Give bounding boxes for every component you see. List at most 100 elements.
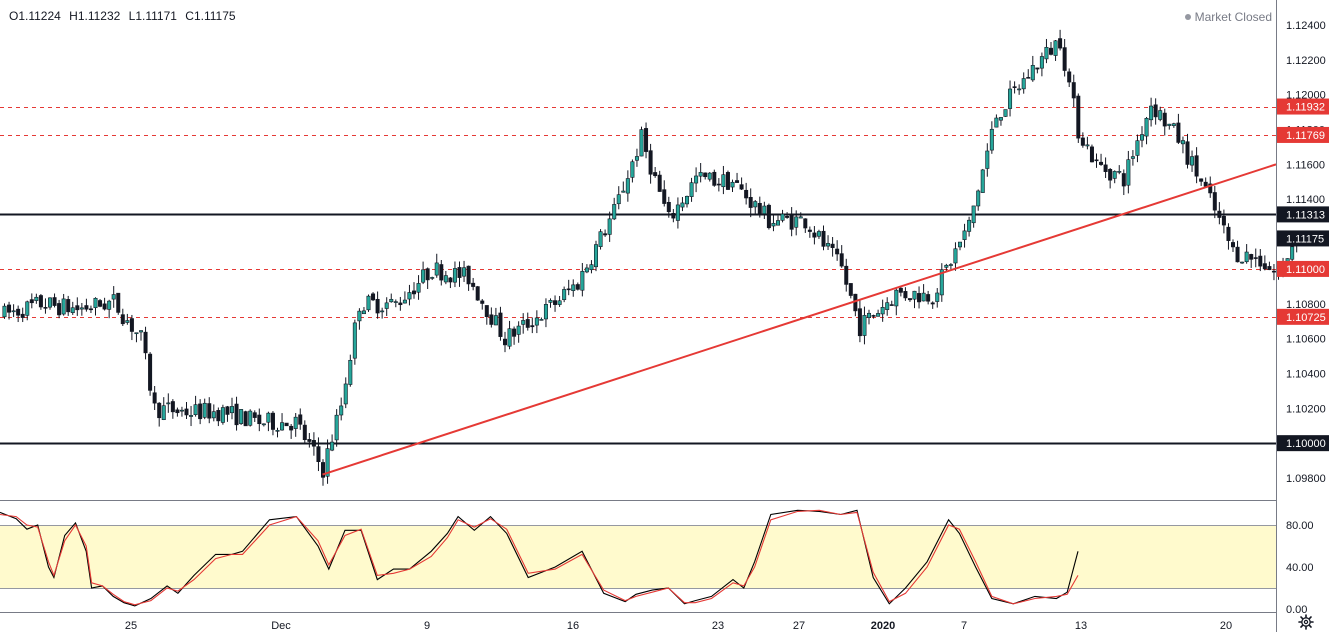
candle-body [562,289,567,301]
candle [680,197,685,212]
candle [657,170,662,192]
candle-body [1053,40,1058,56]
candle [325,439,330,484]
candle-body [1026,77,1031,79]
candle [466,265,471,291]
candle-body [211,411,216,419]
candle-body [644,128,649,152]
time-axis-label: 27 [793,620,805,632]
candle-body [571,284,576,291]
candle [311,432,316,456]
candle [220,404,225,425]
candle [730,179,735,193]
candle [985,143,990,177]
candle [239,409,244,425]
candle [1067,68,1072,88]
candle [821,225,826,251]
candle-body [980,169,985,193]
candle-body [580,271,585,291]
candle-body [712,171,717,186]
candle-body [384,302,389,309]
candle [989,121,994,154]
candle-body [1258,255,1263,267]
candle [157,402,162,427]
candle [234,396,239,431]
candle [512,326,517,345]
price-axis-label: 1.12200 [1286,55,1326,67]
candle [616,186,621,210]
candle [280,413,285,431]
candle-body [1158,110,1163,120]
candle [926,290,931,305]
candle [70,301,75,315]
candle-body [148,353,153,391]
candle [261,423,266,427]
candle-body [7,304,12,313]
last-price-badge: 1.11175 [1277,230,1329,247]
candle [625,170,630,202]
candle [794,210,799,236]
candle-body [47,297,52,308]
candle [1112,170,1117,184]
candle-body [34,296,39,301]
candle [1003,109,1008,117]
gear-icon[interactable] [1298,614,1314,630]
candle-body [393,301,398,303]
candle-body [780,213,785,221]
candle-body [1235,246,1240,263]
price-level-badge-bg [1277,308,1329,325]
candle-body [775,220,780,226]
candle [230,397,235,420]
candle-body [457,267,462,278]
candle-body [216,410,221,422]
candle-body [593,244,598,268]
candle-body [866,312,871,318]
price-level-badge-label: 1.10725 [1286,312,1326,324]
candle-body [657,174,662,192]
candle [502,331,507,353]
candle [20,307,25,323]
candle [885,297,890,316]
candle [762,201,767,220]
candle [389,293,394,303]
candle-body [398,302,403,306]
candle-body [1108,169,1113,181]
candle-body [1144,118,1149,137]
candle [1158,106,1163,122]
candle-body [1012,86,1017,88]
candle [116,292,121,315]
candle-body [1171,123,1176,126]
candle-body [366,295,371,311]
candle [971,205,976,228]
candle-body [534,317,539,326]
candle [530,317,535,334]
candle-body [967,219,972,232]
candle-body [739,184,744,190]
candle-body [107,300,112,310]
candle [189,405,194,427]
candle-body [921,292,926,302]
candle [339,397,344,421]
candle-body [293,416,298,429]
stochastic-pane [0,500,1276,607]
candle-body [1117,171,1122,173]
candle-body [484,305,489,318]
candle-body [302,424,307,441]
candle-body [1008,88,1013,109]
candle [684,195,689,208]
candle [75,297,80,316]
candle [707,172,712,182]
candle [430,276,435,281]
candle-body [830,243,835,248]
candle-body [1203,181,1208,187]
candle [580,262,585,297]
trendline [322,163,1277,476]
price-axis-label: 1.12400 [1286,20,1326,32]
price-axis-label: 1.09800 [1286,473,1326,485]
candle [662,180,667,207]
candle [698,162,703,183]
candle-body [1089,146,1094,163]
candle-body [680,202,685,208]
